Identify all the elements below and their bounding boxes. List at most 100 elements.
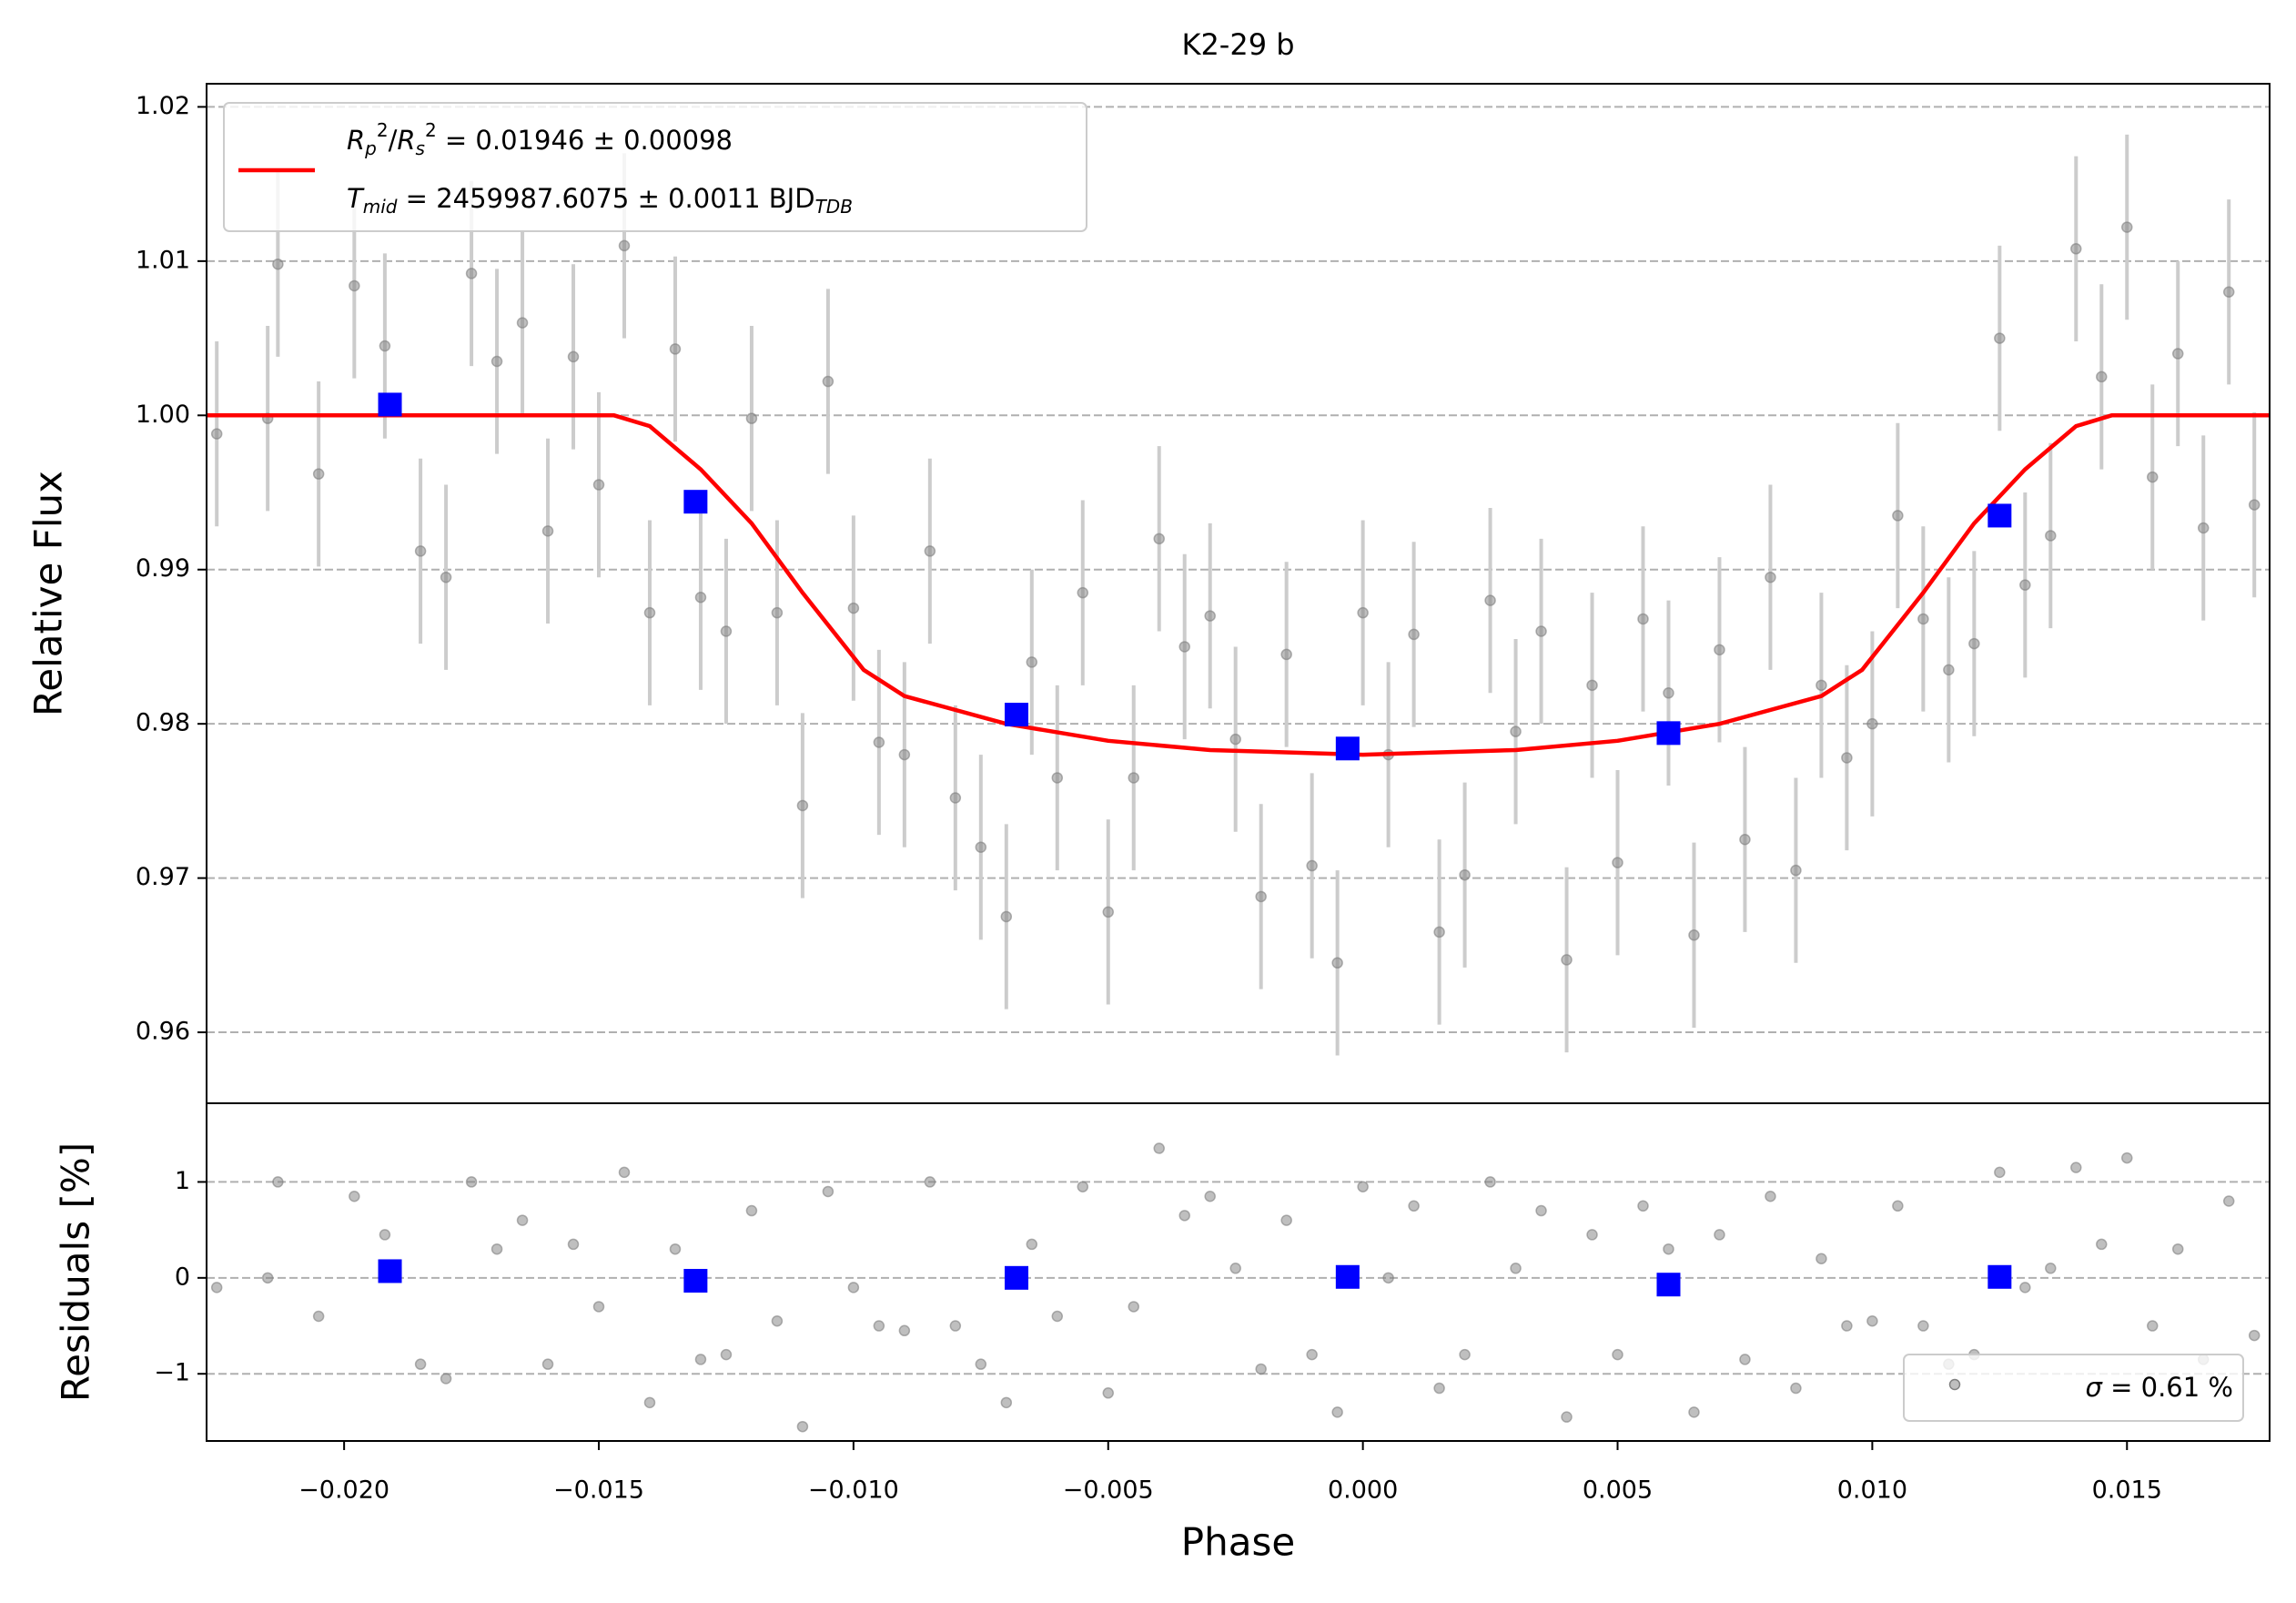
data-point <box>1892 510 1904 522</box>
data-point <box>669 343 682 355</box>
data-point <box>1178 1210 1190 1222</box>
data-point <box>1153 1142 1165 1154</box>
binned-point <box>1005 703 1029 727</box>
data-point <box>1917 1320 1929 1332</box>
data-point <box>1102 906 1115 918</box>
legend-label-part: p <box>364 137 377 159</box>
data-point <box>379 1229 391 1241</box>
data-point <box>440 571 452 583</box>
binned-point <box>683 490 708 514</box>
data-point <box>1535 625 1547 637</box>
data-point <box>771 1315 784 1327</box>
data-point <box>949 792 962 804</box>
data-point <box>2121 221 2133 233</box>
data-point <box>210 1282 223 1294</box>
legend-label-part: mid <box>363 196 398 218</box>
data-point <box>2096 1238 2108 1251</box>
data-point <box>1026 1238 1038 1251</box>
data-point <box>1408 628 1420 641</box>
data-point <box>2222 1195 2235 1207</box>
data-point <box>1714 1229 1725 1241</box>
data-point <box>694 591 707 604</box>
data-point <box>1535 1204 1547 1217</box>
data-point <box>1229 733 1241 746</box>
data-point <box>2070 243 2082 255</box>
data-point <box>349 279 360 292</box>
binned-point <box>1988 503 2012 528</box>
data-point <box>796 1420 809 1433</box>
y-tick-label: 1.01 <box>136 246 190 274</box>
data-point <box>414 545 427 557</box>
data-point <box>2096 370 2108 383</box>
legend-label-part: = 2459987.6075 ± 0.0011 BJD <box>397 183 814 214</box>
data-point <box>796 799 809 812</box>
data-point <box>2197 522 2210 534</box>
data-point <box>1688 929 1700 941</box>
data-point <box>847 1282 860 1294</box>
legend-label-part: s <box>416 137 425 159</box>
data-point <box>720 1348 733 1361</box>
x-tick-label: 0.000 <box>1328 1476 1398 1505</box>
data-point <box>643 606 656 619</box>
data-point <box>592 479 605 491</box>
data-point <box>567 350 580 363</box>
data-point <box>1306 1348 1318 1361</box>
data-point <box>1866 717 1878 730</box>
y-axis-label: Relative Flux <box>26 471 71 716</box>
data-point <box>694 1354 707 1365</box>
data-point <box>1637 613 1649 625</box>
data-point <box>1204 610 1216 622</box>
plot-area <box>207 134 2270 1056</box>
data-point <box>2019 579 2031 591</box>
data-point <box>2171 348 2184 360</box>
y-tick-label: 1 <box>175 1167 190 1195</box>
data-point <box>949 1320 962 1332</box>
data-point <box>1357 606 1369 619</box>
y-tick-label: 0 <box>175 1263 190 1291</box>
data-point <box>771 606 784 619</box>
data-point <box>1077 586 1089 599</box>
data-point <box>847 602 860 614</box>
data-point <box>643 1396 656 1409</box>
data-point <box>1612 1348 1623 1361</box>
data-point <box>1204 1190 1216 1202</box>
legend-label-part: = 0.01946 ± 0.00098 <box>437 125 733 156</box>
data-point <box>414 1358 427 1370</box>
data-point <box>1128 1301 1140 1313</box>
data-point <box>873 1320 885 1332</box>
data-point <box>1408 1200 1420 1212</box>
data-point <box>567 1238 580 1251</box>
legend-label-part: T <box>347 183 365 214</box>
data-point <box>1790 864 1802 877</box>
data-point <box>1357 1181 1369 1192</box>
data-point <box>1561 954 1573 966</box>
data-point <box>1637 1200 1649 1212</box>
data-point <box>272 1176 284 1188</box>
x-tick-label: 0.005 <box>1583 1476 1653 1505</box>
data-point <box>1586 679 1598 692</box>
data-point <box>1765 1190 1776 1202</box>
data-point <box>1102 1387 1115 1399</box>
data-point <box>440 1373 452 1385</box>
data-point <box>898 748 911 761</box>
y-tick-label: 1.00 <box>136 401 190 429</box>
x-tick-label: −0.005 <box>1063 1476 1154 1505</box>
x-axis-label: Phase <box>1181 1520 1295 1565</box>
data-point <box>379 340 391 352</box>
data-point <box>491 1243 503 1255</box>
data-point <box>2171 1243 2184 1255</box>
data-point <box>516 1214 529 1226</box>
x-tick-label: 0.010 <box>1837 1476 1907 1505</box>
data-point <box>1128 772 1140 784</box>
data-point <box>1484 594 1496 606</box>
data-point <box>822 1185 834 1198</box>
data-point <box>1255 1363 1267 1375</box>
legend-label-part: TDB <box>815 196 853 218</box>
data-point <box>2045 530 2057 542</box>
data-point <box>1688 1406 1700 1418</box>
data-point <box>1510 725 1522 737</box>
legend-label-part: σ <box>2086 1372 2104 1403</box>
binned-point <box>1988 1264 2012 1289</box>
data-point <box>1841 1320 1853 1332</box>
